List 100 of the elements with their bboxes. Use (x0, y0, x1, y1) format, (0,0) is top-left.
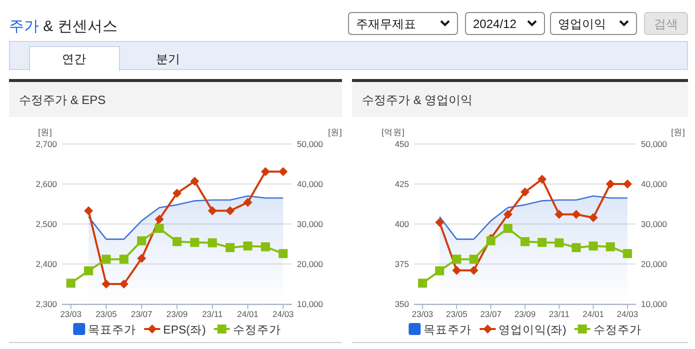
y2-tick-label: 10,000 (641, 299, 668, 309)
x-tick-label: 23/09 (514, 309, 536, 319)
point (102, 254, 111, 264)
point (278, 167, 288, 176)
legend-label: 수정주가 (232, 324, 281, 336)
point (243, 198, 252, 207)
point (260, 242, 270, 252)
point (622, 249, 632, 258)
y-axis-title: [원] (38, 127, 52, 137)
x-tick-label: 23/03 (60, 309, 82, 319)
point (503, 224, 512, 233)
point (260, 167, 270, 176)
x-tick-label: 23/07 (130, 309, 153, 319)
x-tick-label: 23/03 (412, 309, 434, 319)
x-tick-label: 23/11 (202, 309, 223, 319)
y-tick-label: 350 (394, 299, 410, 309)
y-axis-title: [억원] (382, 127, 404, 137)
y-tick-label: 400 (394, 219, 410, 229)
point (137, 254, 146, 263)
point (226, 243, 235, 252)
point (606, 242, 615, 252)
y2-tick-label: 50,000 (297, 139, 324, 149)
y-tick-label: 2,700 (36, 139, 58, 149)
point (469, 254, 478, 264)
point (418, 278, 428, 288)
text: 2024/12 (473, 17, 517, 31)
point (538, 174, 547, 184)
x-tick-label: 24/01 (582, 309, 604, 319)
x-tick-label: 24/03 (616, 309, 638, 319)
x-tick-label: 23/11 (548, 309, 570, 319)
y-tick-label: 2,300 (36, 299, 58, 309)
point (588, 213, 598, 222)
y-tick-label: 2,400 (36, 259, 58, 269)
y2-tick-label: 20,000 (641, 259, 668, 269)
text: 영업이익 (558, 17, 606, 31)
legend-label: EPS(좌) (163, 324, 206, 336)
point (503, 210, 512, 219)
y2-tick-label: 40,000 (297, 179, 324, 189)
point (172, 188, 182, 198)
point (84, 266, 94, 276)
y2-tick-label: 30,000 (297, 219, 324, 229)
point (538, 238, 547, 247)
y-tick-label: 375 (394, 259, 410, 269)
point (435, 266, 444, 276)
text: 검색 (654, 17, 678, 31)
point (226, 206, 235, 216)
point (208, 238, 217, 248)
y2-tick-label: 10,000 (297, 299, 324, 309)
point (554, 210, 564, 219)
legend-label: 목표주가 (88, 324, 136, 336)
legend-label: 수정주가 (593, 324, 642, 336)
x-tick-label: 23/05 (96, 309, 118, 319)
text: 분기 (156, 52, 180, 66)
y-tick-label: 425 (394, 179, 410, 189)
x-tick-label: 24/01 (237, 309, 259, 319)
y2-tick-label: 20,000 (297, 259, 324, 269)
point (520, 188, 530, 196)
y-tick-label: 2,500 (36, 219, 58, 229)
text: 주가 & 컨센서스 (9, 18, 118, 35)
y2-axis-title: [원] (671, 127, 685, 137)
point (137, 236, 146, 246)
legend-label: 목표주가 (424, 324, 472, 336)
point (190, 238, 200, 247)
point (588, 242, 598, 250)
legend-label: 영업이익(좌) (498, 324, 566, 336)
point (486, 236, 496, 246)
point (452, 254, 462, 264)
text: 주재무제표 (356, 17, 416, 31)
chart-title: 수정주가 & 영업이익 (362, 93, 473, 107)
point (278, 249, 288, 258)
point (172, 237, 182, 246)
chart-title: 수정주가 & EPS (19, 93, 106, 107)
point (84, 206, 94, 216)
y-tick-label: 450 (394, 139, 410, 149)
y-tick-label: 2,600 (36, 179, 58, 189)
point (469, 266, 478, 275)
x-tick-label: 23/05 (446, 309, 468, 319)
point (208, 206, 217, 216)
point (154, 224, 164, 233)
point (606, 180, 615, 188)
point (452, 266, 462, 275)
point (554, 238, 564, 248)
y2-tick-label: 40,000 (641, 179, 668, 189)
point (190, 176, 200, 186)
point (102, 280, 111, 288)
point (572, 210, 581, 219)
x-tick-label: 24/03 (272, 309, 294, 319)
point (520, 237, 530, 246)
x-tick-label: 23/07 (480, 309, 502, 319)
point (119, 254, 128, 264)
y2-axis-title: [원] (328, 127, 342, 137)
text: 연간 (62, 52, 86, 66)
point (243, 242, 252, 250)
y2-tick-label: 50,000 (641, 139, 668, 149)
y2-tick-label: 30,000 (641, 219, 668, 229)
point (66, 278, 76, 288)
point (572, 243, 581, 252)
x-tick-label: 23/09 (166, 309, 188, 319)
point (154, 214, 164, 224)
point (435, 218, 444, 227)
